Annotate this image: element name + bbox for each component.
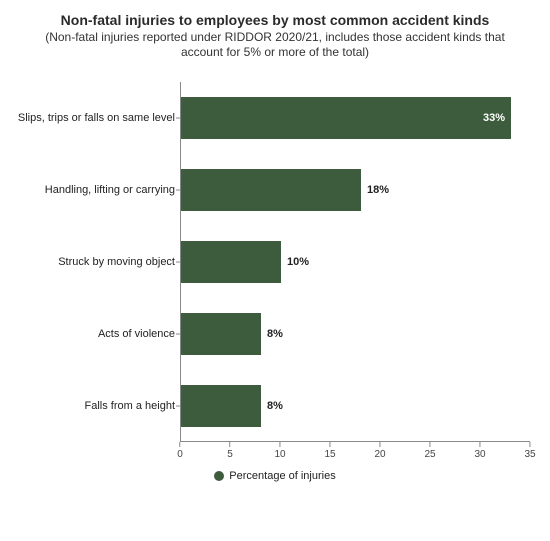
x-tick: 15 — [324, 442, 335, 460]
x-tick-mark — [280, 442, 281, 447]
bar-value-label: 33% — [483, 112, 505, 124]
chart-title: Non-fatal injuries to employees by most … — [10, 12, 540, 28]
chart-container: Non-fatal injuries to employees by most … — [0, 0, 550, 492]
bar-value-label: 8% — [267, 328, 283, 340]
chart-plot: Slips, trips or falls on same level Handl… — [10, 82, 540, 482]
x-tick-label: 10 — [274, 449, 285, 460]
bar: 33% — [181, 97, 511, 139]
x-tick-mark — [480, 442, 481, 447]
bar-value-label: 8% — [267, 400, 283, 412]
x-tick: 30 — [474, 442, 485, 460]
x-tick-mark — [230, 442, 231, 447]
bar: 8% — [181, 385, 261, 427]
y-axis-label: Struck by moving object — [10, 256, 175, 268]
x-tick-label: 35 — [524, 449, 535, 460]
y-axis-label: Acts of violence — [10, 328, 175, 340]
chart-legend: Percentage of injuries — [10, 470, 540, 482]
x-tick-mark — [380, 442, 381, 447]
legend-swatch — [214, 471, 224, 481]
x-tick: 25 — [424, 442, 435, 460]
y-axis-label: Slips, trips or falls on same level — [10, 112, 175, 124]
x-tick-mark — [530, 442, 531, 447]
x-tick-mark — [330, 442, 331, 447]
x-tick: 35 — [524, 442, 535, 460]
x-tick-label: 25 — [424, 449, 435, 460]
x-tick: 0 — [177, 442, 183, 460]
x-tick: 20 — [374, 442, 385, 460]
bar: 18% — [181, 169, 361, 211]
bar: 8% — [181, 313, 261, 355]
bar: 10% — [181, 241, 281, 283]
x-tick-label: 20 — [374, 449, 385, 460]
x-tick: 5 — [227, 442, 233, 460]
plot-area: 33% 18% 10% 8% 8% — [180, 82, 530, 442]
y-axis-label: Handling, lifting or carrying — [10, 184, 175, 196]
x-tick-label: 5 — [227, 449, 233, 460]
y-axis-labels: Slips, trips or falls on same level Handl… — [10, 82, 175, 442]
x-tick-mark — [430, 442, 431, 447]
y-axis-label: Falls from a height — [10, 400, 175, 412]
x-tick-label: 30 — [474, 449, 485, 460]
x-tick-label: 15 — [324, 449, 335, 460]
legend-label: Percentage of injuries — [229, 470, 335, 482]
chart-subtitle: (Non-fatal injuries reported under RIDDO… — [30, 30, 520, 60]
bar-value-label: 18% — [367, 184, 389, 196]
x-axis-ticks: 05101520253035 — [180, 442, 530, 462]
bar-value-label: 10% — [287, 256, 309, 268]
x-tick-mark — [180, 442, 181, 447]
x-tick-label: 0 — [177, 449, 183, 460]
x-tick: 10 — [274, 442, 285, 460]
